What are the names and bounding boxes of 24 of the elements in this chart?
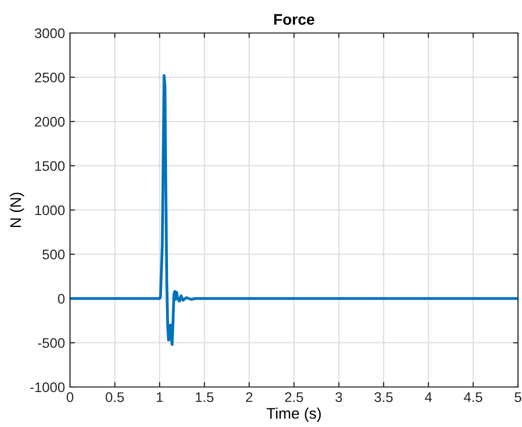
y-axis-title: N (N)	[10, 192, 24, 227]
x-tick-label: 5	[514, 392, 522, 402]
y-tick-label: 0	[58, 294, 65, 304]
y-tick-label: 2000	[34, 116, 65, 127]
x-tick-label: 1.5	[196, 392, 214, 402]
line-series	[70, 74, 518, 346]
x-axis-title: Time (s)	[266, 408, 321, 422]
y-tick-label: 1000	[35, 205, 65, 216]
x-tick-label: 4	[424, 392, 432, 402]
y-tick-label: 3000	[34, 28, 65, 38]
x-tick-label: 2	[246, 392, 252, 402]
y-tick-label: 500	[42, 250, 65, 260]
y-tick-label: -1000	[30, 382, 65, 392]
x-tick-label: 0.5	[106, 392, 124, 402]
y-tick-label: -500	[38, 338, 65, 348]
chart-title: Force	[274, 14, 314, 25]
y-tick-label: 1500	[35, 161, 65, 171]
x-tick-label: 3.5	[374, 392, 393, 402]
x-tick-label: 0	[66, 392, 74, 402]
x-tick-label: 3	[335, 392, 342, 402]
x-tick-label: 2.5	[285, 392, 304, 402]
y-tick-label: 2500	[34, 72, 65, 82]
x-tick-label: 4.5	[464, 392, 482, 402]
x-tick-label: 1	[156, 392, 163, 402]
